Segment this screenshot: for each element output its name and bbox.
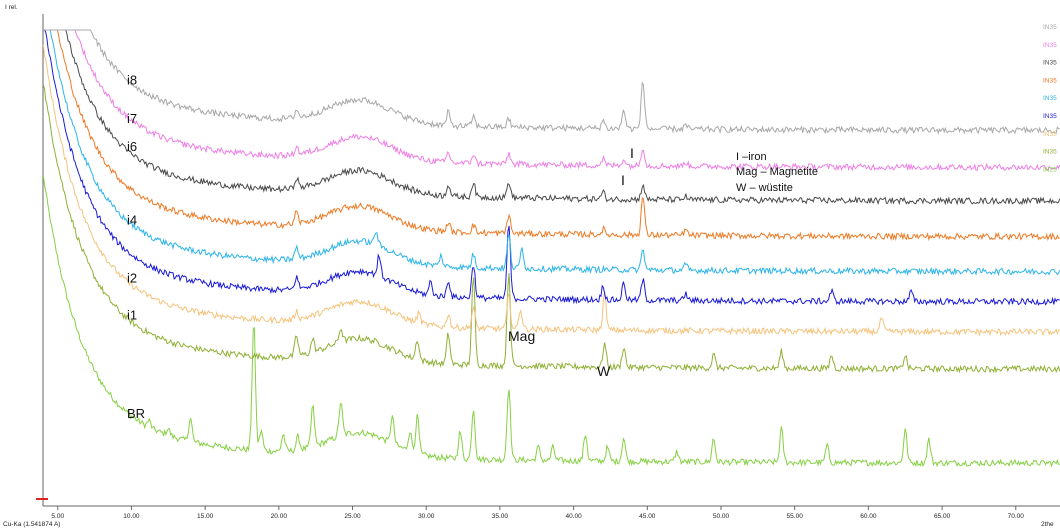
x-ticks: 5.00 10.00 15.00 20.00 25.00 30.00 35.00 40.00 4… bbox=[51, 506, 1024, 520]
series-line bbox=[43, 29, 1060, 277]
magnetite-peak-label: Mag bbox=[508, 328, 535, 344]
series-traces bbox=[42, 29, 1060, 468]
x-axis-label: 2the bbox=[1041, 521, 1054, 528]
x-tick-label: 40.00 bbox=[565, 513, 582, 520]
x-tick-label: 35.00 bbox=[492, 513, 509, 520]
x-tick-label: 70.00 bbox=[1008, 513, 1025, 520]
x-tick-label: 25.00 bbox=[344, 513, 361, 520]
legend-entry: IN35 bbox=[1043, 95, 1057, 102]
series-line bbox=[42, 175, 1060, 468]
x-tick-label: 50.00 bbox=[713, 513, 730, 520]
key-magnetite: Mag – Magnetite bbox=[736, 166, 818, 178]
x-tick-label: 5.00 bbox=[51, 513, 64, 520]
x-tick-label: 20.00 bbox=[271, 513, 288, 520]
legend-entry: IN35 bbox=[1043, 113, 1057, 120]
legend-entry: IN35 bbox=[1043, 24, 1057, 31]
series-line bbox=[43, 29, 1060, 172]
legend-entry: IN35 bbox=[1043, 149, 1057, 156]
x-tick-label: 65.00 bbox=[934, 513, 951, 520]
series-label: i7 bbox=[127, 111, 137, 126]
legend-entry: IN35 bbox=[1043, 42, 1057, 49]
wavelength-label: Cu-Ka (1.541874 A) bbox=[3, 521, 60, 528]
legend-entry: IN25 bbox=[1043, 166, 1057, 173]
series-labels: BR i1 i2 i4 i6 i7 i8 bbox=[127, 72, 145, 421]
y-axis-label: I rel. bbox=[5, 4, 18, 11]
key-iron: I –iron bbox=[736, 151, 767, 163]
series-line bbox=[43, 29, 1060, 206]
series-label: i1 bbox=[127, 308, 137, 323]
series-line bbox=[43, 29, 1060, 135]
legend-entry: IN35 bbox=[1043, 60, 1057, 67]
legend-entry: IN35 bbox=[1043, 77, 1057, 84]
iron-peak-label-1: I bbox=[621, 172, 625, 188]
iron-peak-label-2: I bbox=[630, 145, 634, 161]
x-tick-label: 60.00 bbox=[860, 513, 877, 520]
x-tick-label: 10.00 bbox=[123, 513, 140, 520]
series-label: i6 bbox=[127, 139, 137, 154]
legend-entry: IN35 bbox=[1043, 131, 1057, 138]
x-tick-label: 15.00 bbox=[197, 513, 214, 520]
series-line bbox=[43, 29, 1060, 307]
series-label: i4 bbox=[127, 213, 137, 228]
wustite-peak-label: W bbox=[597, 363, 611, 379]
series-line bbox=[42, 44, 1060, 337]
x-tick-label: 55.00 bbox=[787, 513, 804, 520]
series-line bbox=[42, 84, 1060, 374]
series-label: i8 bbox=[127, 72, 137, 87]
x-tick-label: 45.00 bbox=[639, 513, 656, 520]
key-wustite: W – wüstite bbox=[736, 182, 793, 194]
x-tick-label: 30.00 bbox=[418, 513, 435, 520]
series-line bbox=[43, 29, 1060, 242]
series-label: i2 bbox=[127, 270, 137, 285]
legend: IN35 IN35 IN35 IN35 IN35 IN35 IN35 IN35 IN25 bbox=[1043, 24, 1057, 173]
series-label: BR bbox=[127, 406, 145, 421]
